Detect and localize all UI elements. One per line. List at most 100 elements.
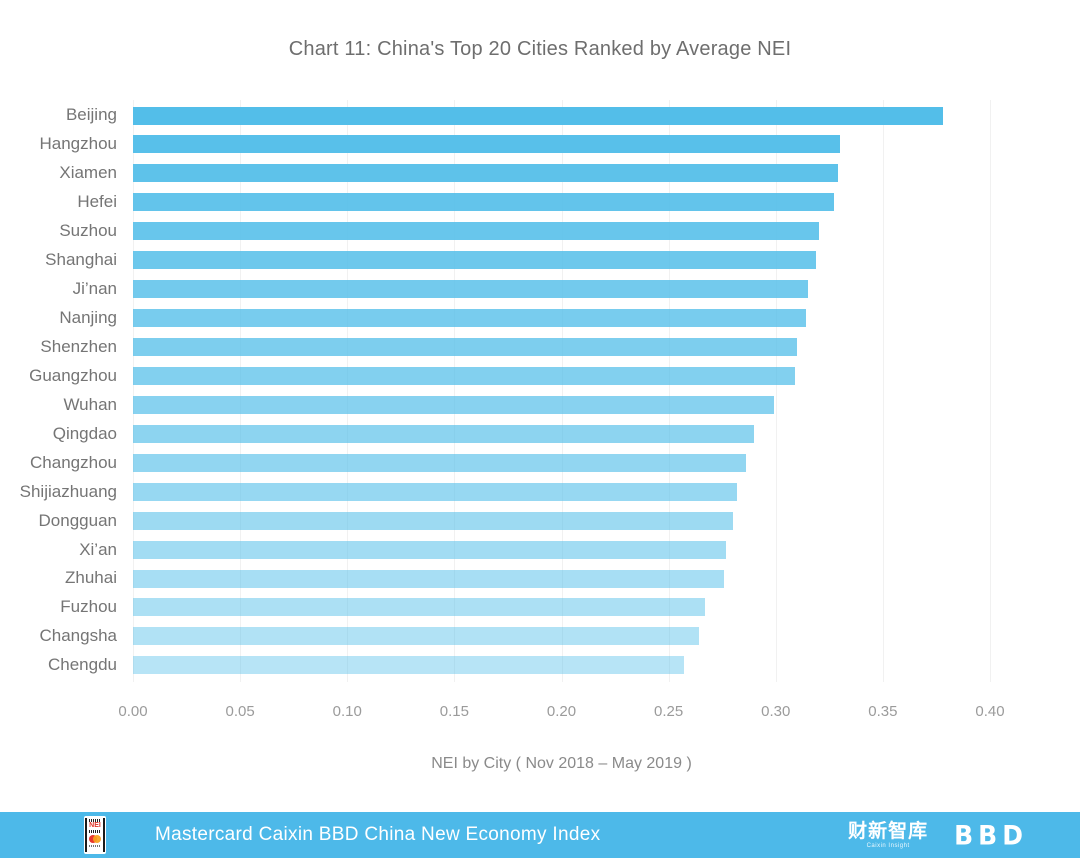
caixin-insight-logo: 财新智库 Caixin Insight [848, 822, 928, 849]
category-label: Shanghai [45, 250, 117, 270]
bar-row: Fuzhou [0, 593, 1080, 622]
x-tick-label: 0.00 [118, 703, 148, 720]
bar-row: Chengdu [0, 651, 1080, 680]
bar-row: Zhuhai [0, 564, 1080, 593]
category-label: Xiamen [59, 163, 117, 183]
bar-row: Beijing [0, 101, 1080, 130]
bar-row: Ji’nan [0, 275, 1080, 304]
bar-row: Suzhou [0, 217, 1080, 246]
value-bar [133, 656, 684, 675]
nei-logo-label: NEI [89, 822, 101, 829]
bar-chart: Beijing Hangzhou Xiamen Hefei Suzhou Shanghai… [0, 101, 1080, 680]
caixin-insight-logo-cn: 财新智库 [848, 820, 929, 842]
bar-track [133, 448, 990, 477]
gridline [240, 100, 242, 682]
x-axis-ticks: 0.00 0.05 0.10 0.15 0.20 0.25 0.30 0.35 0.40 [118, 703, 1004, 723]
nei-logo-caption [89, 845, 101, 847]
gridline [990, 100, 991, 682]
value-bar [133, 511, 733, 530]
mastercard-circles-icon [88, 835, 102, 844]
bar-row: Shijiazhuang [0, 477, 1080, 506]
x-tick-label: 0.05 [225, 703, 255, 720]
value-bar [133, 164, 838, 183]
category-label: Xi’an [79, 539, 117, 559]
bar-track [133, 159, 990, 188]
value-bar [133, 251, 817, 270]
bar-row: Changzhou [0, 448, 1080, 477]
footer-brands: 财新智库 Caixin Insight BBD [848, 819, 1028, 851]
value-bar [133, 366, 796, 385]
category-label: Ji’nan [72, 279, 117, 299]
gridline [454, 100, 456, 682]
bbd-logo: BBD [954, 819, 1028, 851]
bar-track [133, 130, 990, 159]
x-tick-label: 0.30 [761, 703, 791, 720]
gridline [133, 100, 134, 682]
footer-title: Mastercard Caixin BBD China New Economy … [155, 824, 601, 845]
chart-title: Chart 11: China's Top 20 Cities Ranked b… [288, 38, 792, 60]
category-label: Wuhan [63, 394, 117, 414]
value-bar [133, 222, 819, 241]
gridline [668, 100, 670, 682]
bar-row: Shenzhen [0, 333, 1080, 362]
caixin-insight-logo-sub: Caixin Insight [866, 842, 910, 849]
bar-row: Hefei [0, 188, 1080, 217]
bar-row: Changsha [0, 622, 1080, 651]
category-label: Nanjing [59, 308, 117, 328]
category-label: Hefei [77, 192, 117, 212]
value-bar [133, 395, 774, 414]
value-bar [133, 193, 834, 212]
category-label: Dongguan [38, 510, 117, 530]
value-bar [133, 338, 798, 356]
value-bar [133, 309, 806, 328]
bar-track [133, 188, 990, 217]
bar-row: Dongguan [0, 506, 1080, 535]
category-label: Changsha [39, 626, 117, 646]
bar-row: Hangzhou [0, 130, 1080, 159]
nei-mastercard-logo-icon: NEI [84, 816, 106, 854]
value-bar [133, 540, 727, 559]
gridline [882, 100, 884, 682]
bar-row: Shanghai [0, 246, 1080, 275]
category-label: Qingdao [52, 423, 117, 443]
bar-track [133, 304, 990, 333]
bar-track [133, 333, 990, 362]
x-tick-label: 0.40 [975, 703, 1005, 720]
category-label: Beijing [65, 105, 117, 125]
category-label: Shenzhen [40, 336, 117, 356]
bar-track [133, 477, 990, 506]
value-bar [133, 453, 746, 472]
bar-row: Xiamen [0, 159, 1080, 188]
category-label: Suzhou [59, 221, 117, 241]
nei-logo-barcode [89, 830, 101, 833]
bar-row: Guangzhou [0, 361, 1080, 390]
bar-track [133, 101, 990, 130]
value-bar [133, 598, 706, 617]
bar-row: Xi’an [0, 535, 1080, 564]
x-tick-label: 0.15 [439, 703, 469, 720]
category-label: Zhuhai [65, 568, 117, 588]
value-bar [133, 482, 738, 501]
value-bar [133, 569, 725, 588]
bar-track [133, 506, 990, 535]
bar-track [133, 275, 990, 304]
bar-track [133, 246, 990, 275]
value-bar [133, 135, 841, 154]
footer-banner: NEI Mastercard Caixin BBD China New Econ… [0, 812, 1080, 858]
value-bar [133, 627, 699, 646]
category-label: Hangzhou [39, 134, 117, 154]
x-tick-label: 0.35 [868, 703, 898, 720]
gridline [561, 100, 563, 682]
bar-track [133, 535, 990, 564]
gridline [775, 100, 777, 682]
x-axis-label: NEI by City ( Nov 2018 – May 2019 ) [431, 755, 692, 772]
value-bar [133, 106, 943, 125]
x-tick-label: 0.10 [332, 703, 362, 720]
x-tick-label: 0.20 [546, 703, 577, 720]
bar-track [133, 593, 990, 622]
category-label: Shijiazhuang [19, 481, 117, 501]
bar-row: Qingdao [0, 419, 1080, 448]
value-bar [133, 280, 808, 299]
bar-track [133, 622, 990, 651]
